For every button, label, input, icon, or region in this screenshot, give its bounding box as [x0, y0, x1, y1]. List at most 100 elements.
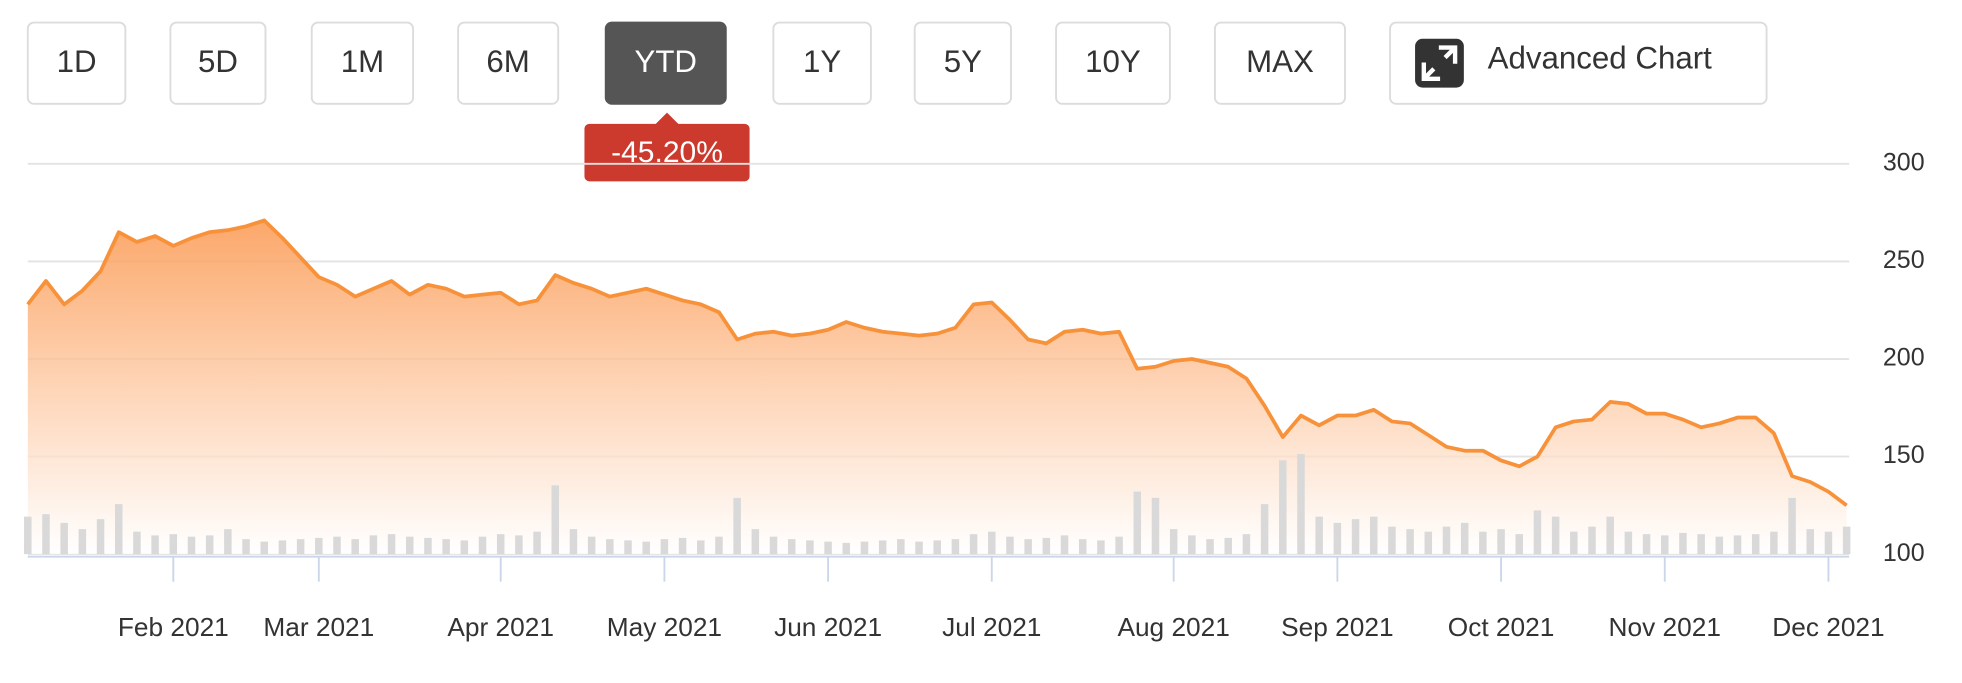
- x-tick-label: Oct 2021: [1448, 612, 1555, 642]
- volume-bar: [278, 540, 287, 555]
- volume-bar: [1133, 491, 1142, 555]
- volume-bar: [1697, 534, 1705, 555]
- button-label[interactable]: 10Y: [1085, 44, 1141, 79]
- volume-bar: [1733, 535, 1742, 555]
- volume-bar: [60, 522, 68, 555]
- range-button[interactable]: 1D: [26, 21, 127, 105]
- range-button[interactable]: MAX: [1213, 21, 1346, 105]
- volume-bar: [878, 540, 887, 555]
- volume-bar: [1242, 534, 1251, 555]
- volume-bar: [478, 536, 487, 555]
- volume-bar: [642, 541, 650, 555]
- volume-bar: [1460, 522, 1469, 555]
- price-area: [27, 220, 1847, 555]
- volume-bar: [42, 514, 50, 555]
- button-label[interactable]: MAX: [1246, 44, 1314, 79]
- button-frame[interactable]: [913, 21, 1012, 105]
- button-label[interactable]: 6M: [486, 44, 529, 79]
- volume-bar: [1788, 497, 1796, 555]
- volume-bar: [933, 540, 941, 555]
- y-tick-label: 200: [1883, 344, 1925, 372]
- button-frame[interactable]: [1213, 21, 1346, 105]
- volume-bar: [1224, 537, 1232, 555]
- volume-bar: [387, 534, 396, 555]
- volume-bar: [587, 536, 596, 555]
- volume-bar: [751, 529, 760, 555]
- button-label[interactable]: YTD: [634, 44, 697, 79]
- volume-bar: [969, 534, 978, 555]
- volume-bar: [315, 537, 323, 555]
- volume-bar: [769, 536, 778, 555]
- button-frame[interactable]: [310, 21, 415, 105]
- volume-bar: [1551, 516, 1560, 555]
- range-button[interactable]: 5D: [169, 21, 267, 105]
- volume-bar: [1060, 535, 1069, 555]
- badge-pointer: [654, 112, 680, 126]
- button-frame[interactable]: [604, 21, 727, 105]
- volume-bar: [678, 537, 687, 555]
- button-label[interactable]: 1M: [341, 44, 384, 79]
- volume-bar: [842, 542, 851, 555]
- button-frame[interactable]: [772, 21, 872, 105]
- volume-bar: [242, 539, 250, 555]
- volume-bar: [260, 541, 268, 555]
- volume-bar: [1333, 522, 1342, 555]
- volume-bar: [1151, 497, 1160, 555]
- volume-bar: [1842, 526, 1851, 555]
- range-button[interactable]: 6M: [457, 21, 560, 105]
- x-tick-label: Apr 2021: [447, 612, 554, 642]
- x-tick-label: Aug 2021: [1117, 612, 1229, 642]
- volume-bar: [24, 516, 32, 555]
- volume-bar: [733, 497, 741, 555]
- volume-bar: [1315, 516, 1323, 555]
- volume-bar: [1279, 460, 1287, 555]
- button-label[interactable]: 1Y: [803, 44, 841, 79]
- volume-bar: [1497, 529, 1505, 555]
- volume-bar: [1206, 539, 1214, 555]
- volume-bar: [988, 531, 996, 555]
- volume-bar: [1533, 510, 1542, 555]
- range-button[interactable]: 5Y: [913, 21, 1012, 105]
- volume-bar: [1097, 540, 1105, 555]
- volume-bar: [1260, 504, 1269, 555]
- button-frame[interactable]: [26, 21, 127, 105]
- button-label[interactable]: 1D: [57, 44, 97, 79]
- volume-bar: [806, 540, 814, 555]
- volume-bar: [187, 536, 196, 555]
- advanced-chart-label[interactable]: Advanced Chart: [1488, 40, 1713, 75]
- volume-bar: [1297, 454, 1305, 555]
- range-button[interactable]: YTD: [604, 21, 727, 105]
- volume-bar: [697, 540, 705, 555]
- volume-bar: [1824, 531, 1833, 555]
- range-button[interactable]: 1Y: [772, 21, 872, 105]
- volume-bar: [114, 504, 123, 555]
- button-label[interactable]: 5D: [198, 44, 238, 79]
- button-frame[interactable]: [169, 21, 267, 105]
- range-button[interactable]: 1M: [310, 21, 415, 105]
- volume-bar: [569, 529, 578, 555]
- volume-bar: [1570, 531, 1578, 555]
- range-button[interactable]: 10Y: [1055, 21, 1171, 105]
- volume-bar: [1679, 532, 1687, 555]
- change-badge: -45.20%: [584, 112, 750, 182]
- volume-bar: [205, 535, 214, 555]
- volume-bar: [1661, 535, 1669, 555]
- volume-bar: [1515, 534, 1523, 555]
- volume-bar: [1624, 531, 1633, 555]
- button-label[interactable]: 5Y: [944, 44, 982, 79]
- button-frame[interactable]: [457, 21, 560, 105]
- volume-bar: [915, 541, 923, 555]
- advanced-chart-button[interactable]: Advanced Chart: [1389, 21, 1768, 105]
- volume-bar: [151, 535, 159, 555]
- volume-bar: [1751, 534, 1760, 555]
- volume-bar: [296, 539, 305, 555]
- volume-bar: [78, 529, 87, 555]
- button-frame[interactable]: [1389, 21, 1768, 105]
- y-tick-label: 300: [1883, 148, 1925, 176]
- volume-bar: [460, 540, 469, 555]
- volume-bar: [1479, 531, 1487, 555]
- volume-bar: [1442, 526, 1451, 555]
- button-frame[interactable]: [1055, 21, 1171, 105]
